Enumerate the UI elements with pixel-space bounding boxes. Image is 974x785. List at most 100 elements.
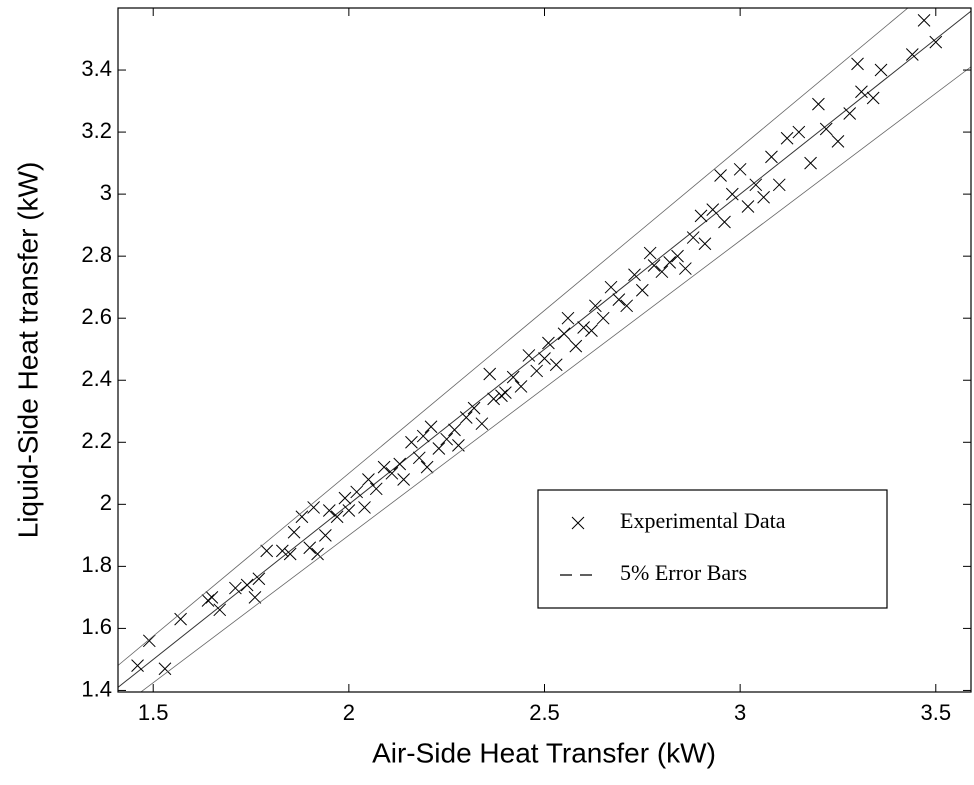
data-point bbox=[275, 544, 289, 558]
y-tick-label: 2.2 bbox=[81, 428, 112, 453]
data-point bbox=[655, 265, 669, 279]
data-point bbox=[725, 187, 739, 201]
data-point bbox=[620, 299, 634, 313]
data-point bbox=[804, 156, 817, 170]
data-point bbox=[589, 299, 602, 313]
data-point bbox=[307, 501, 320, 514]
data-point bbox=[377, 460, 391, 474]
data-point bbox=[338, 491, 352, 505]
data-point bbox=[201, 594, 215, 607]
y-tick-label: 1.6 bbox=[81, 614, 112, 639]
data-point bbox=[158, 662, 172, 676]
data-point bbox=[283, 547, 297, 561]
data-point bbox=[295, 510, 309, 524]
data-point bbox=[647, 259, 661, 272]
x-tick-label: 2.5 bbox=[529, 700, 560, 725]
data-point bbox=[319, 528, 332, 542]
data-point bbox=[905, 48, 919, 61]
reference-line bbox=[118, 10, 971, 688]
data-point bbox=[749, 178, 763, 192]
data-point bbox=[596, 311, 610, 325]
data-point bbox=[585, 324, 598, 337]
data-point bbox=[495, 389, 508, 403]
data-point bbox=[643, 246, 657, 260]
y-tick-label: 1.8 bbox=[81, 552, 112, 577]
data-point bbox=[765, 150, 778, 164]
data-point bbox=[448, 423, 461, 437]
data-point bbox=[412, 451, 426, 465]
data-point bbox=[538, 352, 551, 365]
data-point bbox=[369, 482, 383, 496]
data-point bbox=[252, 572, 266, 586]
data-point bbox=[240, 578, 254, 592]
data-point bbox=[322, 504, 336, 517]
y-tick-label: 2.4 bbox=[81, 366, 112, 391]
data-point bbox=[792, 125, 806, 139]
data-point bbox=[174, 612, 187, 626]
data-point bbox=[499, 386, 512, 400]
y-tick-label: 1.4 bbox=[81, 676, 112, 701]
data-point bbox=[628, 268, 641, 282]
data-point bbox=[714, 169, 727, 182]
error-bound-lower bbox=[140, 66, 971, 692]
data-point bbox=[851, 57, 864, 71]
data-point bbox=[311, 547, 324, 561]
data-point bbox=[917, 14, 931, 27]
data-point bbox=[679, 262, 692, 275]
data-point bbox=[420, 460, 434, 474]
data-point bbox=[718, 215, 731, 229]
data-point bbox=[330, 510, 344, 524]
data-point bbox=[303, 541, 317, 555]
y-tick-label: 3.2 bbox=[81, 118, 112, 143]
x-tick-label: 3.5 bbox=[920, 700, 951, 725]
data-point bbox=[350, 485, 364, 499]
x-tick-label: 1.5 bbox=[138, 700, 169, 725]
data-point bbox=[812, 97, 825, 111]
y-tick-label: 3 bbox=[100, 180, 112, 205]
legend-marker bbox=[571, 516, 585, 530]
data-point bbox=[866, 91, 880, 105]
data-point bbox=[706, 203, 720, 216]
data-point bbox=[131, 659, 144, 672]
data-point bbox=[772, 178, 786, 192]
error-bound-upper bbox=[118, 8, 909, 666]
x-tick-label: 3 bbox=[734, 700, 746, 725]
legend-box bbox=[537, 489, 888, 609]
data-point bbox=[362, 473, 375, 486]
data-point bbox=[542, 336, 555, 350]
data-point bbox=[831, 135, 845, 148]
x-axis-label: Air-Side Heat Transfer (kW) bbox=[372, 737, 716, 768]
data-point bbox=[843, 107, 857, 120]
x-tick-label: 2 bbox=[343, 700, 355, 725]
data-point bbox=[287, 525, 301, 539]
data-point bbox=[819, 122, 833, 136]
data-point bbox=[248, 591, 262, 604]
y-tick-label: 2 bbox=[100, 490, 112, 515]
data-point bbox=[733, 162, 747, 176]
data-point bbox=[358, 501, 371, 514]
data-point bbox=[577, 321, 590, 334]
data-point bbox=[741, 200, 755, 213]
data-point bbox=[686, 231, 700, 244]
data-point bbox=[514, 380, 528, 393]
data-point bbox=[780, 131, 794, 145]
data-point bbox=[440, 432, 454, 446]
y-tick-label: 3.4 bbox=[81, 56, 112, 81]
data-point bbox=[604, 280, 618, 294]
data-point bbox=[569, 339, 583, 353]
data-point bbox=[393, 457, 407, 471]
data-point bbox=[424, 420, 438, 434]
data-point bbox=[487, 392, 500, 406]
data-point bbox=[229, 581, 242, 595]
data-point bbox=[698, 237, 712, 251]
data-point bbox=[142, 634, 156, 648]
data-point bbox=[663, 256, 677, 269]
data-point bbox=[671, 249, 684, 263]
data-point bbox=[757, 190, 770, 204]
data-point bbox=[432, 442, 446, 455]
legend-label: Experimental Data bbox=[620, 508, 786, 533]
legend-label: 5% Error Bars bbox=[620, 560, 747, 585]
data-point bbox=[855, 85, 868, 99]
data-point bbox=[612, 293, 626, 306]
y-tick-label: 2.6 bbox=[81, 304, 112, 329]
